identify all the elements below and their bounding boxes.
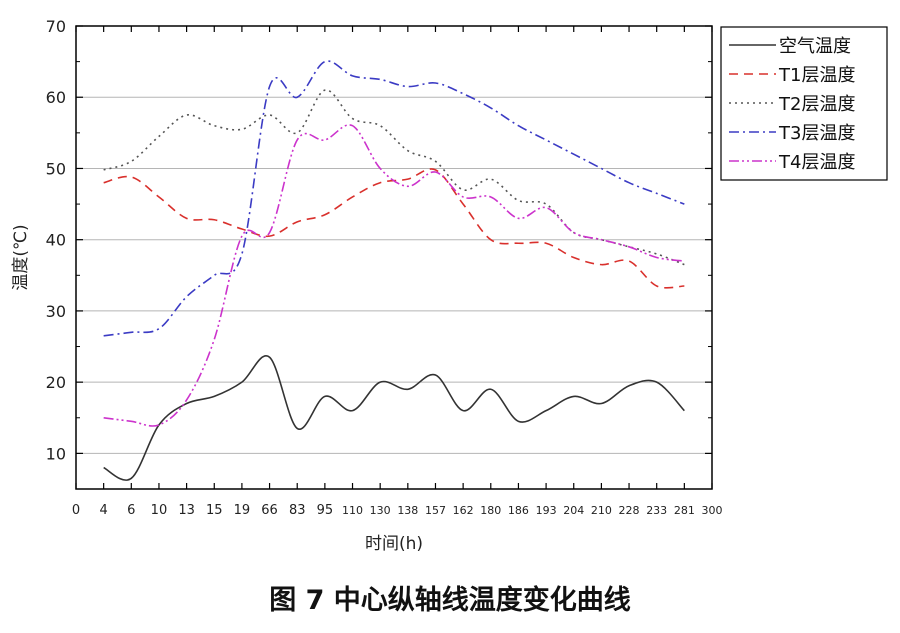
y-tick-label: 40	[46, 231, 66, 250]
x-tick-label: 228	[619, 504, 640, 517]
x-tick-label: 130	[370, 504, 391, 517]
x-tick-label: 6	[127, 503, 135, 518]
series-lines	[103, 60, 685, 481]
x-tick-label: 281	[674, 504, 695, 517]
y-tick-label: 30	[46, 302, 66, 321]
x-tick-label: 210	[591, 504, 612, 517]
x-tick-label: 83	[289, 503, 306, 518]
x-tick-label: 19	[234, 503, 251, 518]
figure-caption: 图 7 中心纵轴线温度变化曲线	[269, 585, 631, 616]
x-tick-label: 138	[397, 504, 418, 517]
y-axis-ticks: 10 20 30 40 50 60 70	[46, 17, 712, 490]
x-tick-label: 233	[646, 504, 667, 517]
legend-label: T4层温度	[778, 152, 855, 173]
x-tick-label: 157	[425, 504, 446, 517]
x-tick-label: 4	[100, 503, 108, 518]
x-tick-label: 0	[72, 503, 80, 518]
y-tick-label: 70	[46, 17, 66, 36]
x-tick-label: 110	[342, 504, 363, 517]
y-tick-label: 10	[46, 444, 66, 463]
x-tick-label: 204	[563, 504, 584, 517]
y-axis-label: 温度(℃)	[11, 224, 31, 290]
legend-label: T2层温度	[778, 94, 855, 115]
series-line-2	[103, 168, 685, 289]
x-axis-ticks: 0 4 6 10 13 15 19 66 83 95 110 130 138 157 162 180 186 19…	[72, 26, 723, 518]
plot-area-frame	[75, 25, 713, 490]
x-tick-label: 13	[178, 503, 195, 518]
legend-label: T3层温度	[778, 123, 855, 144]
x-tick-label: 186	[508, 504, 529, 517]
series-line-5	[103, 124, 685, 427]
x-tick-label: 66	[261, 503, 278, 518]
horizontal-gridlines	[76, 96, 712, 454]
legend-label: 空气温度	[779, 36, 851, 57]
x-tick-label: 180	[480, 504, 501, 517]
line-chart: 10 20 30 40 50 60 70 0 4 6 10 13 15 19 66 83 95 110 130 13…	[11, 17, 888, 554]
x-tick-label: 300	[702, 504, 723, 517]
x-tick-label: 10	[151, 503, 168, 518]
x-tick-label: 15	[206, 503, 223, 518]
y-tick-label: 60	[46, 88, 66, 107]
series-line-1	[103, 355, 685, 481]
x-tick-label: 95	[317, 503, 334, 518]
y-tick-label: 20	[46, 373, 66, 392]
x-axis-label: 时间(h)	[365, 534, 423, 554]
y-tick-label: 50	[46, 159, 66, 178]
legend-label: T1层温度	[778, 65, 855, 86]
x-tick-label: 193	[536, 504, 557, 517]
x-tick-label: 162	[453, 504, 474, 517]
series-line-4	[103, 60, 685, 337]
legend: 空气温度 T1层温度 T2层温度 T3层温度 T4层温度	[720, 26, 888, 181]
